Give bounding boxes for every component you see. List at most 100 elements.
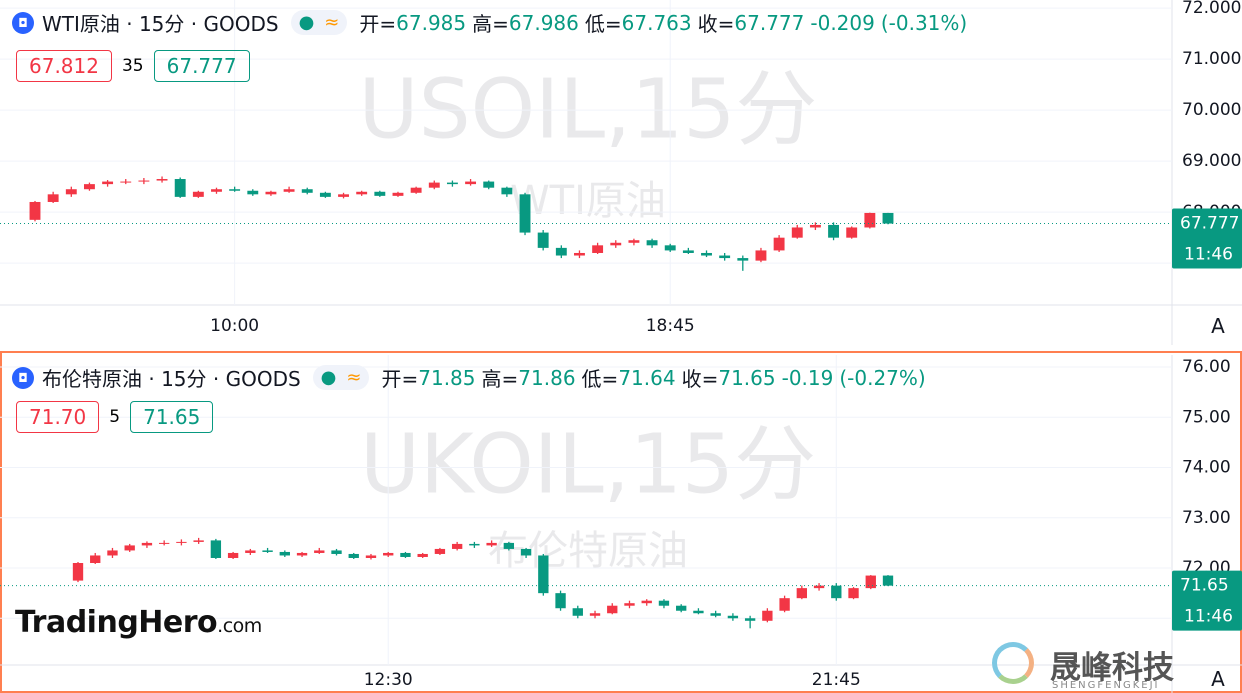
- candle-body: [138, 180, 150, 182]
- sell-price[interactable]: 71.70: [16, 401, 100, 433]
- candle-body: [451, 543, 463, 549]
- candle-body: [348, 553, 359, 558]
- candle-body: [400, 552, 411, 557]
- x-tick-label: 21:45: [812, 670, 861, 690]
- candle-body: [710, 613, 721, 616]
- candle-body: [503, 542, 515, 549]
- ohlc-value: 71.86: [518, 365, 576, 390]
- candle-body: [374, 191, 386, 196]
- candle-body: [664, 245, 676, 251]
- y-tick-label: 69.000: [1182, 151, 1241, 171]
- candle-body: [628, 240, 640, 243]
- symbol-title: WTI原油 · 15分 · GOODS: [42, 12, 279, 36]
- auto-scale-button[interactable]: A: [1211, 314, 1225, 338]
- x-tick-label: 10:00: [210, 316, 259, 336]
- candle-body: [755, 250, 767, 261]
- ohlc-value: 67.986: [508, 10, 579, 35]
- auto-scale-button[interactable]: A: [1211, 667, 1225, 691]
- brand-icon: [992, 642, 1034, 684]
- candle-body: [410, 187, 422, 193]
- candle-body: [301, 189, 313, 193]
- candle-body: [90, 555, 101, 564]
- candle-body: [779, 598, 790, 611]
- watermark-sub: WTI原油: [510, 178, 666, 224]
- y-tick-label: 74.00: [1182, 458, 1231, 478]
- candle-body: [392, 192, 404, 196]
- ohlc-value: 71.85: [418, 365, 476, 390]
- candle-body: [773, 237, 785, 251]
- candle-body: [156, 179, 168, 181]
- ohlc-value: 71.64: [618, 365, 676, 390]
- buy-price[interactable]: 67.777: [153, 50, 250, 82]
- candle-body: [141, 542, 153, 546]
- symbol-icon: ◘: [12, 11, 34, 34]
- candle-body: [365, 555, 377, 558]
- y-tick-label: 72.000: [1182, 0, 1241, 18]
- candle-body: [727, 615, 739, 619]
- candle-body: [882, 212, 894, 224]
- order-badges: 71.70 5 71.65: [16, 401, 214, 433]
- candle-body: [211, 189, 222, 192]
- candle-body: [676, 605, 687, 611]
- order-badges: 67.812 35 67.777: [16, 50, 250, 82]
- candle-body: [486, 542, 497, 546]
- candle-body: [446, 182, 458, 185]
- candle-body: [314, 550, 325, 553]
- y-tick-label: 71.000: [1182, 49, 1241, 69]
- candle-body: [434, 548, 446, 554]
- legend: ◘ WTI原油 · 15分 · GOODS ● ≈ 开= 67.985 高= 67.9…: [12, 8, 973, 37]
- candle-body: [646, 240, 658, 246]
- candle-body: [120, 181, 132, 183]
- candle-body: [210, 540, 222, 558]
- candle-body: [519, 194, 531, 233]
- ohlc-label: 收=: [681, 367, 719, 391]
- ohlc-label: 收=: [697, 12, 735, 36]
- x-tick-label: 12:30: [364, 670, 413, 690]
- spread: 5: [109, 407, 121, 427]
- candle-body: [682, 250, 694, 253]
- candle-body: [265, 191, 277, 195]
- candle-body: [29, 201, 41, 220]
- candle-body: [882, 575, 894, 586]
- candle-body: [296, 552, 308, 556]
- logo: TradingHero.com: [15, 605, 262, 640]
- candle-body: [520, 548, 532, 556]
- candle-body: [417, 553, 428, 557]
- buy-price[interactable]: 71.65: [130, 401, 214, 433]
- watermark: UKOIL,15分: [360, 417, 816, 512]
- ohlc-label: 高=: [472, 12, 509, 36]
- candle-body: [607, 605, 618, 614]
- candle-body: [813, 585, 825, 589]
- candle-body: [610, 242, 622, 246]
- candle-body: [159, 542, 170, 544]
- x-tick-label: 18:45: [646, 316, 695, 336]
- status-buttons[interactable]: ● ≈: [290, 10, 348, 35]
- candle-body: [331, 550, 342, 554]
- candle-body: [107, 550, 118, 556]
- status-buttons[interactable]: ● ≈: [312, 365, 370, 390]
- change: -0.209: [810, 10, 875, 35]
- candle-body: [574, 252, 585, 256]
- brand: 晟峰科技: [1050, 650, 1174, 686]
- ohlc-value: 67.985: [396, 10, 467, 35]
- sell-price[interactable]: 67.812: [16, 50, 112, 82]
- candle-body: [641, 600, 652, 604]
- candle-body: [469, 543, 480, 546]
- candle-body: [592, 245, 604, 253]
- last-price-label: 71.65: [1180, 576, 1229, 596]
- candle-body: [193, 540, 204, 542]
- ohlc-value: 67.777: [734, 10, 805, 35]
- candle-body: [279, 551, 290, 556]
- y-tick-label: 70.000: [1182, 100, 1241, 120]
- candle-body: [176, 541, 187, 543]
- candle-body: [658, 600, 670, 606]
- candle-body: [796, 588, 807, 599]
- ohlc-label: 开=: [359, 12, 397, 36]
- candle-body: [572, 608, 583, 616]
- candle-body: [72, 563, 84, 581]
- candle-body: [338, 194, 349, 197]
- candle-body: [465, 181, 477, 185]
- change-pct: (-0.27%): [839, 365, 926, 390]
- candle-body: [624, 603, 635, 606]
